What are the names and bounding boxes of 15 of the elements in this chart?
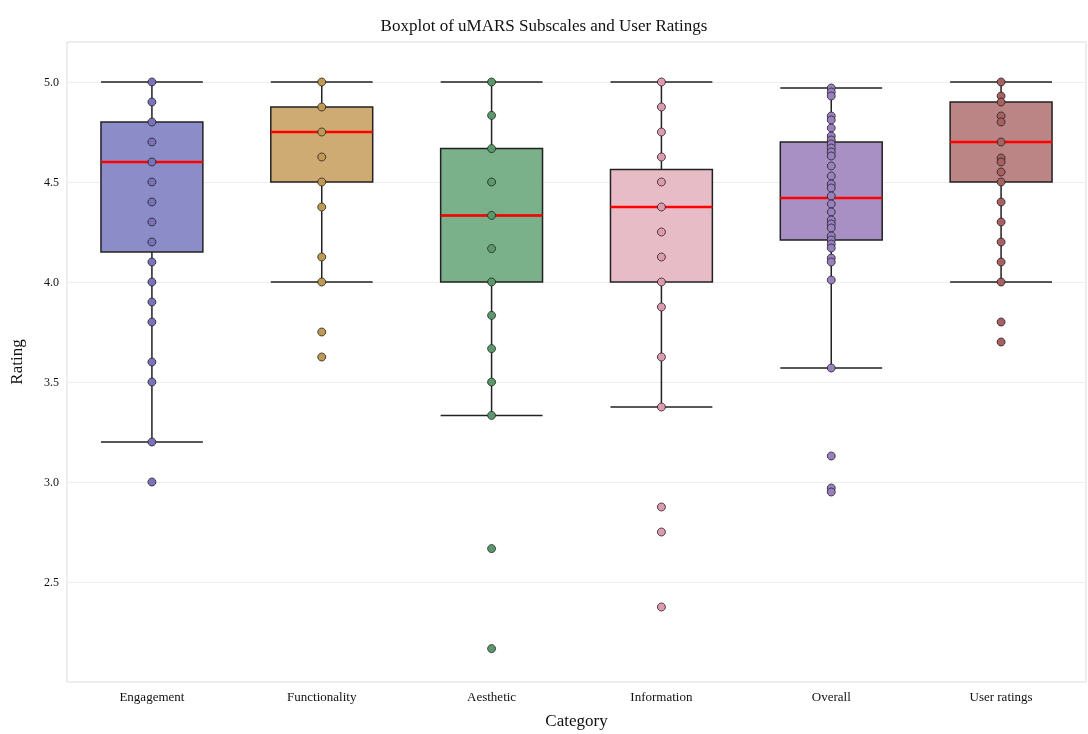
y-tick-label: 3.0	[44, 475, 59, 489]
y-tick-label: 3.5	[44, 375, 59, 389]
x-tick-label: Aesthetic	[467, 689, 517, 704]
chart-title: Boxplot of uMARS Subscales and User Ratings	[380, 16, 708, 35]
y-axis-title: Rating	[7, 338, 26, 385]
y-tick-label: 5.0	[44, 75, 59, 89]
x-tick-label: User ratings	[969, 689, 1033, 704]
x-tick-label: Engagement	[119, 689, 185, 704]
y-tick-label: 4.5	[44, 175, 59, 189]
x-tick-label: Information	[630, 689, 693, 704]
x-axis-title: Category	[545, 711, 609, 730]
y-tick-label: 2.5	[44, 575, 59, 589]
x-tick-label: Functionality	[287, 689, 357, 704]
y-tick-label: 4.0	[44, 275, 59, 289]
x-tick-label: Overall	[811, 689, 852, 704]
